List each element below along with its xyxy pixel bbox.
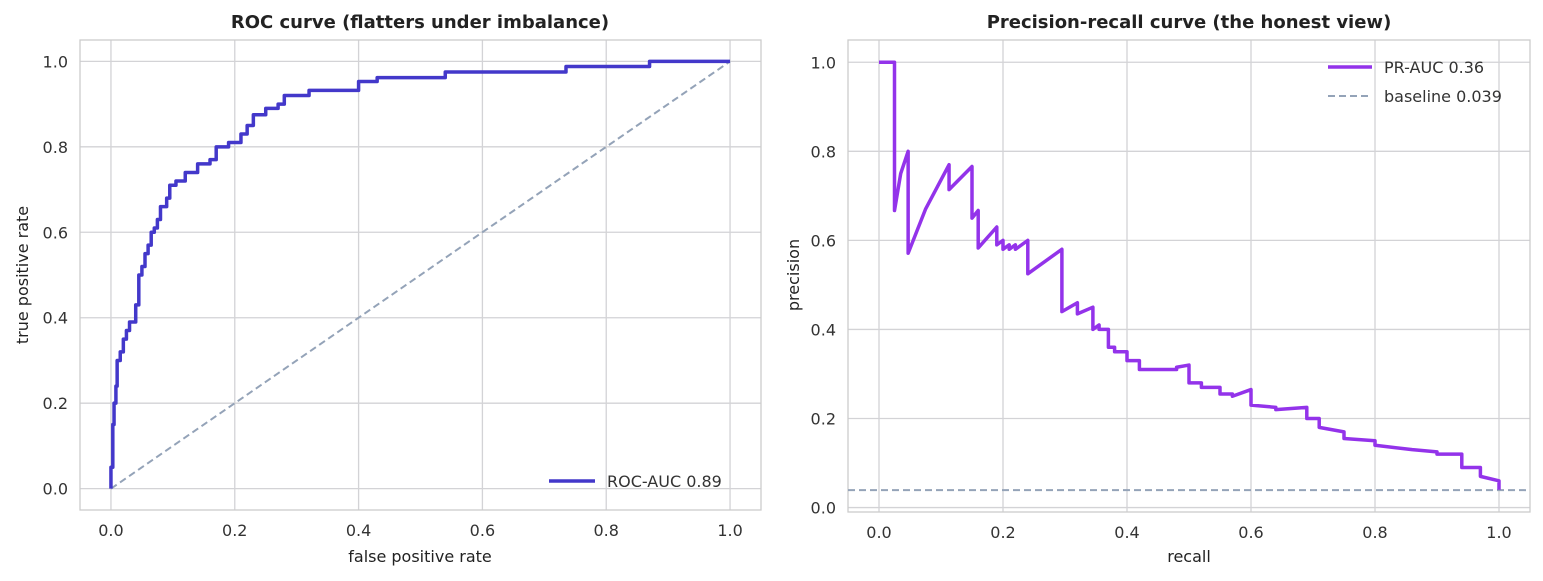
- roc-axes-frame: [79, 39, 762, 511]
- pr-legend-label-curve: PR-AUC 0.36: [1384, 58, 1484, 77]
- pr-title: Precision-recall curve (the honest view): [987, 12, 1392, 33]
- roc-y-tick-label: 0.2: [43, 394, 68, 413]
- roc-x-tick-label: 0.8: [594, 521, 619, 540]
- pr-x-tick-label: 0.8: [1362, 523, 1387, 542]
- roc-y-axis-label: true positive rate: [13, 206, 32, 344]
- roc-curve-line: [109, 59, 731, 489]
- pr-y-tick-label: 0.4: [811, 320, 836, 339]
- pr-legend-label-baseline: baseline 0.039: [1384, 87, 1502, 106]
- pr-panel: Precision-recall curve (the honest view)…: [784, 12, 1531, 566]
- roc-x-tick-label: 0.6: [470, 521, 495, 540]
- pr-y-tick-label: 1.0: [811, 53, 836, 72]
- roc-x-ticks: 0.0 0.2 0.4 0.6 0.8 1.0: [98, 521, 743, 540]
- pr-x-axis-label: recall: [1167, 547, 1211, 566]
- pr-y-axis-label: precision: [784, 239, 803, 311]
- pr-x-tick-label: 1.0: [1486, 523, 1511, 542]
- pr-y-tick-label: 0.8: [811, 142, 836, 161]
- roc-y-tick-label: 0.6: [43, 223, 68, 242]
- roc-y-tick-label: 1.0: [43, 52, 68, 71]
- roc-x-tick-label: 0.0: [98, 521, 123, 540]
- roc-baseline-line: [110, 60, 731, 490]
- roc-title: ROC curve (flatters under imbalance): [231, 12, 609, 33]
- roc-x-axis-label: false positive rate: [348, 547, 492, 566]
- roc-y-ticks: 0.0 0.2 0.4 0.6 0.8 1.0: [43, 52, 68, 498]
- roc-y-tick-label: 0.0: [43, 480, 68, 499]
- pr-x-tick-label: 0.4: [1114, 523, 1139, 542]
- pr-legend: PR-AUC 0.36 baseline 0.039: [1328, 58, 1502, 106]
- roc-x-tick-label: 0.4: [346, 521, 371, 540]
- pr-x-tick-label: 0.2: [990, 523, 1015, 542]
- roc-x-tick-label: 1.0: [717, 521, 742, 540]
- roc-legend-label: ROC-AUC 0.89: [607, 472, 722, 491]
- roc-y-tick-label: 0.4: [43, 309, 68, 328]
- pr-y-ticks: 0.0 0.2 0.4 0.6 0.8 1.0: [811, 53, 836, 517]
- roc-y-tick-label: 0.8: [43, 138, 68, 157]
- pr-y-tick-label: 0.0: [811, 499, 836, 518]
- pr-curve-line: [879, 60, 1501, 490]
- pr-axes-frame: [847, 39, 1531, 513]
- roc-lines: [109, 59, 731, 490]
- pr-x-tick-label: 0.0: [866, 523, 891, 542]
- roc-x-tick-label: 0.2: [222, 521, 247, 540]
- pr-lines: [848, 60, 1530, 492]
- pr-y-tick-label: 0.2: [811, 409, 836, 428]
- roc-grid: [80, 40, 761, 510]
- pr-grid: [848, 40, 1530, 512]
- pr-x-tick-label: 0.6: [1238, 523, 1263, 542]
- roc-panel: ROC curve (flatters under imbalance) 0.0…: [13, 12, 762, 566]
- pr-y-tick-label: 0.6: [811, 231, 836, 250]
- pr-x-ticks: 0.0 0.2 0.4 0.6 0.8 1.0: [866, 523, 1511, 542]
- roc-legend: ROC-AUC 0.89: [549, 472, 722, 491]
